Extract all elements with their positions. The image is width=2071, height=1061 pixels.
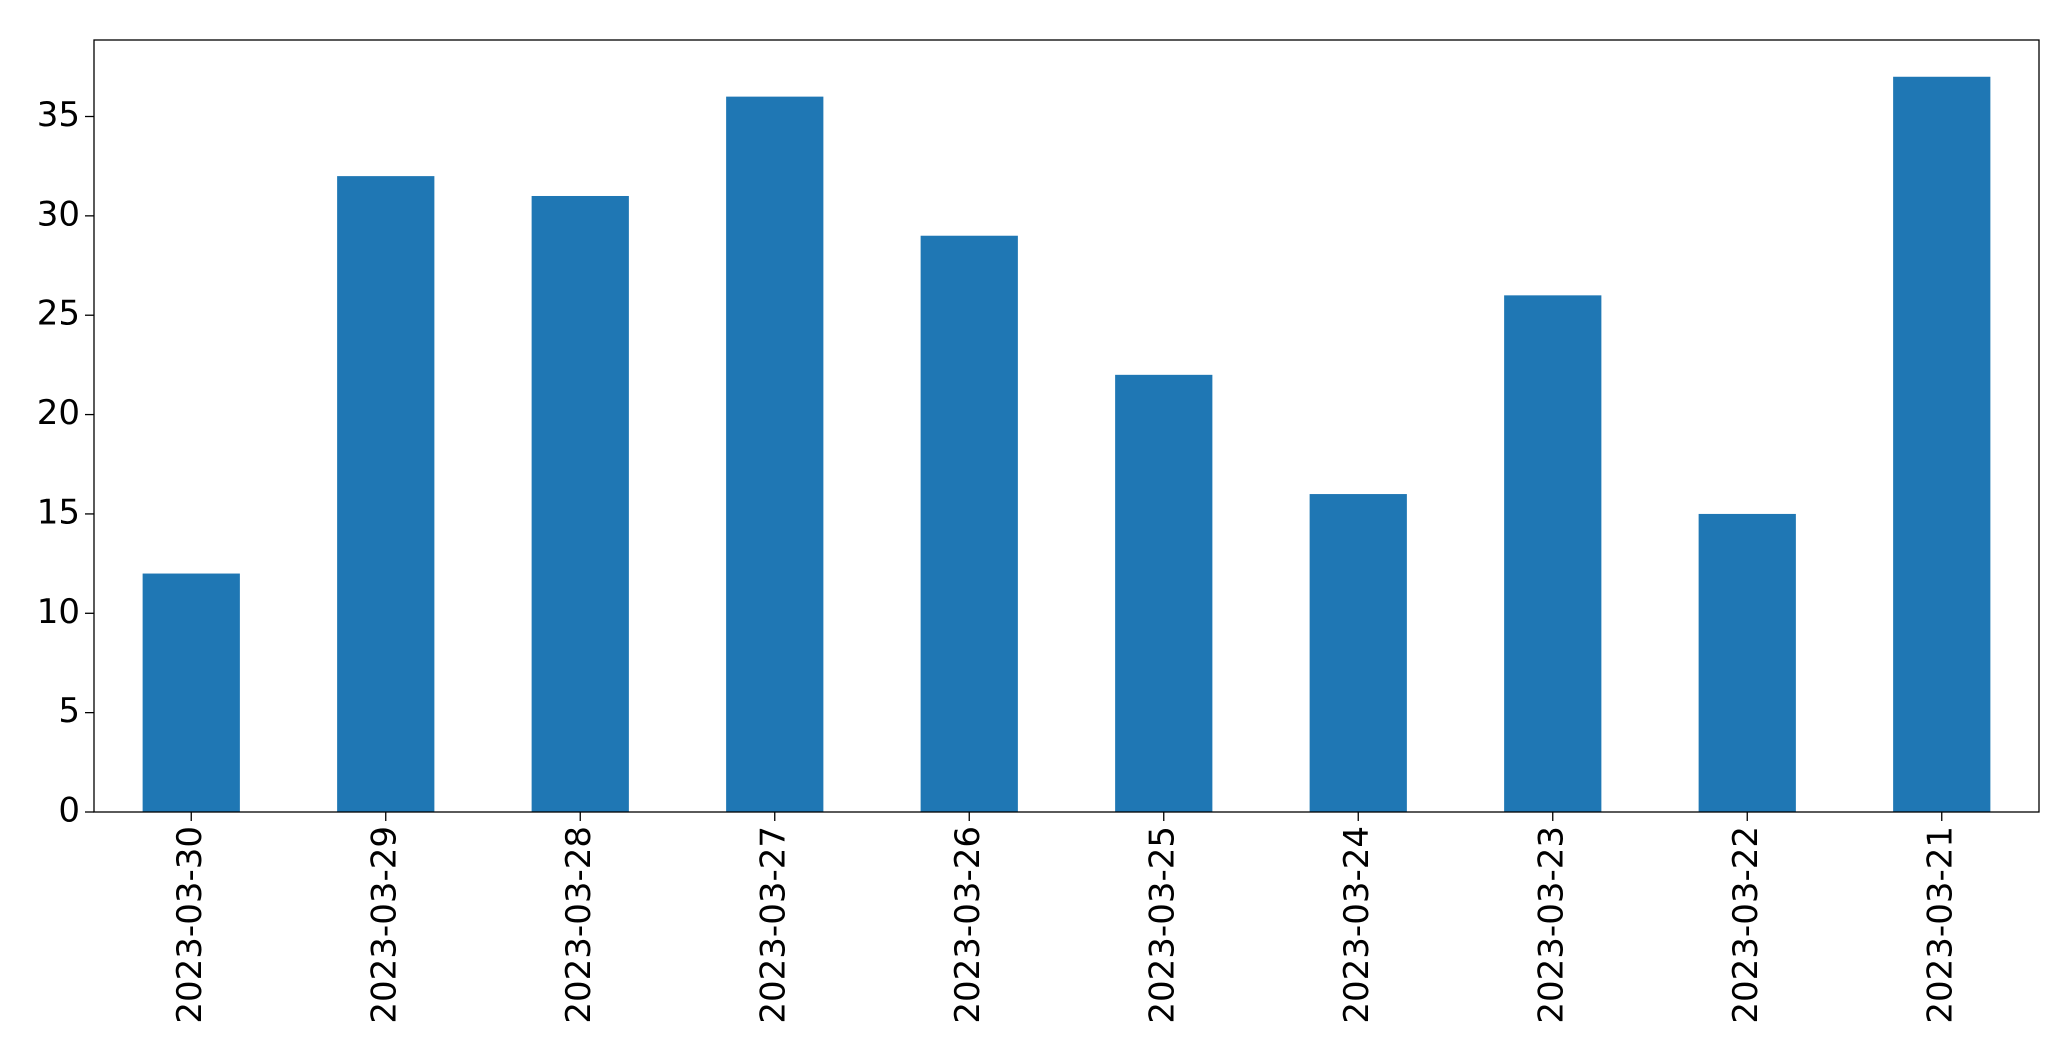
bar: [920, 235, 1018, 812]
y-tick-label: 25: [37, 294, 80, 334]
bar: [1893, 76, 1991, 812]
bar: [1115, 374, 1213, 812]
x-tick-label: 2023-03-29: [364, 826, 404, 1024]
bar: [1309, 494, 1407, 812]
bar: [1698, 513, 1796, 812]
y-tick-label: 0: [58, 791, 80, 831]
y-tick-label: 35: [37, 95, 80, 135]
x-tick-label: 2023-03-25: [1142, 826, 1182, 1024]
bar: [726, 96, 824, 813]
x-tick-label: 2023-03-22: [1726, 826, 1766, 1024]
bar: [337, 176, 435, 812]
bar: [1504, 295, 1602, 812]
x-tick-label: 2023-03-28: [559, 826, 599, 1024]
y-tick-label: 15: [37, 492, 80, 532]
bar: [142, 573, 240, 812]
y-tick-label: 5: [58, 691, 80, 731]
x-tick-label: 2023-03-26: [948, 826, 988, 1024]
x-tick-label: 2023-03-23: [1531, 826, 1571, 1024]
x-tick-label: 2023-03-30: [170, 826, 210, 1024]
bar: [531, 195, 629, 813]
plot-frame: [93, 39, 2040, 813]
x-tick-label: 2023-03-21: [1920, 826, 1960, 1024]
y-tick-label: 30: [37, 194, 80, 234]
x-tick-label: 2023-03-27: [753, 826, 793, 1024]
y-tick-label: 20: [37, 393, 80, 433]
x-tick-label: 2023-03-24: [1337, 826, 1377, 1024]
y-tick-label: 10: [37, 592, 80, 632]
